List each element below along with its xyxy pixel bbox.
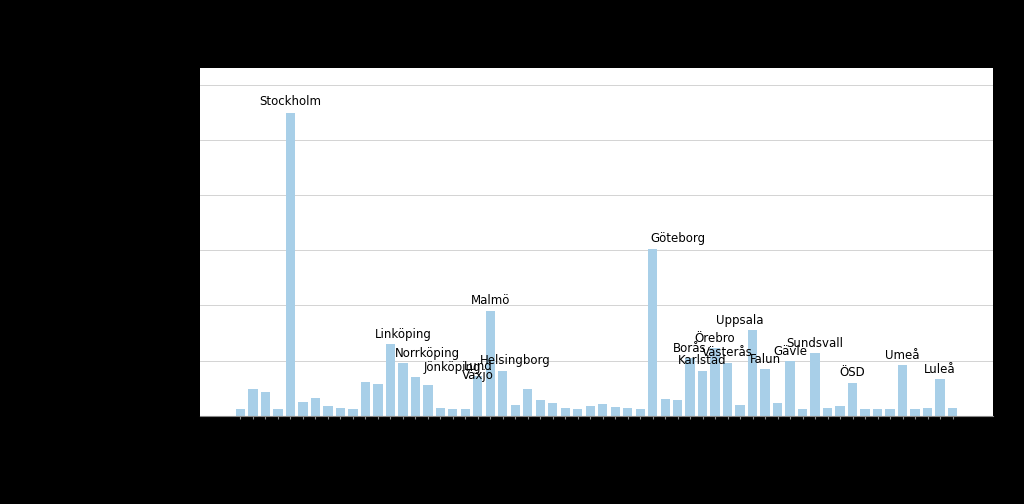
Bar [398,363,408,416]
Text: Kommunkod
sorterade: Kommunkod sorterade [905,473,998,501]
Bar [449,409,458,416]
Text: Umeå: Umeå [886,349,920,362]
Bar [810,353,820,416]
Bar [261,392,270,416]
Bar [386,344,395,416]
Bar [698,370,708,416]
Bar [473,376,482,416]
Bar [898,365,907,416]
Text: Göteborg: Göteborg [650,232,706,244]
Bar [723,363,732,416]
Bar [248,389,258,416]
Bar [586,406,595,416]
Bar [324,406,333,416]
Text: Uppsala: Uppsala [717,314,764,327]
Bar [411,377,420,416]
Bar [573,409,583,416]
Bar [860,409,869,416]
Text: Lund: Lund [464,360,493,373]
Bar [872,409,883,416]
Text: Stockholm: Stockholm [259,95,322,108]
Text: Gävle: Gävle [773,345,807,358]
Text: Växjö: Växjö [462,368,494,382]
Bar [748,330,758,416]
Bar [373,385,383,416]
Text: Borås: Borås [674,342,707,355]
Text: Linköping: Linköping [375,328,431,341]
Bar [785,361,795,416]
Text: Örebro: Örebro [695,332,735,345]
Bar [673,400,682,416]
Bar [735,405,744,416]
Bar [848,383,857,416]
Bar [598,404,607,416]
Bar [761,369,770,416]
Bar [548,403,557,416]
Bar [711,348,720,416]
Bar [485,311,495,416]
Bar [886,409,895,416]
Bar [536,400,545,416]
Bar [423,385,432,416]
Bar [360,382,370,416]
Bar [610,407,620,416]
Bar [935,379,945,416]
Bar [498,370,508,416]
Bar [435,408,445,416]
Bar [798,409,807,416]
Bar [685,358,695,416]
Bar [461,409,470,416]
Text: Malmö: Malmö [471,293,510,306]
Bar [660,399,670,416]
Bar [648,249,657,416]
Bar [273,409,283,416]
Bar [910,409,920,416]
Text: Karlstad: Karlstad [678,354,727,367]
Text: Antal DeSO: Antal DeSO [234,54,332,69]
Bar [236,409,245,416]
Bar [348,409,357,416]
Bar [923,408,932,416]
Bar [948,408,957,416]
Bar [823,408,833,416]
Text: Västerås: Västerås [702,346,753,359]
Bar [773,403,782,416]
Text: ÖSD: ÖSD [840,366,865,380]
Bar [310,398,321,416]
Text: Jönköping: Jönköping [424,361,481,374]
Text: Norrköping: Norrköping [395,347,461,360]
Text: Falun: Falun [750,353,780,366]
Text: Helsingborg: Helsingborg [480,354,551,367]
Text: Sundsvall: Sundsvall [786,337,844,350]
Bar [523,389,532,416]
Bar [286,113,295,416]
Bar [336,408,345,416]
Bar [560,408,570,416]
Bar [511,405,520,416]
Text: Luleå: Luleå [925,362,955,375]
Bar [298,402,307,416]
Bar [636,409,645,416]
Bar [623,408,633,416]
Bar [836,406,845,416]
